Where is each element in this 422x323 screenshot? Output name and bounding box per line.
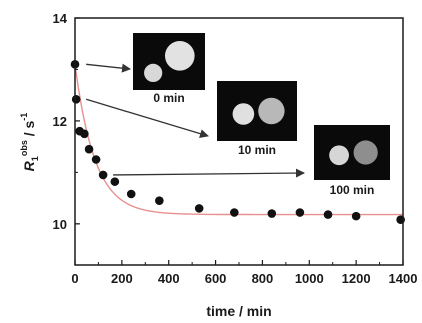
- data-point: [126, 189, 136, 199]
- y-axis-unit: / s: [21, 120, 37, 140]
- y-tick-label: 10: [53, 217, 67, 232]
- sample-tube-right: [258, 97, 285, 125]
- x-tick-label: 800: [252, 271, 274, 286]
- x-tick-label: 1000: [295, 271, 324, 286]
- data-point: [351, 211, 361, 221]
- inset-mri-image: 0 min: [133, 33, 205, 105]
- data-point: [98, 170, 108, 180]
- x-axis-title: time / min: [206, 303, 271, 319]
- data-point: [155, 196, 164, 205]
- data-point: [80, 129, 89, 139]
- inset-arrow: [86, 63, 131, 73]
- x-ticks: 0 200 400 600 800 1000 1200 1400: [71, 260, 417, 286]
- data-points: [70, 60, 405, 225]
- y-axis-superscript: obs: [19, 140, 29, 156]
- inset-mri-image: 10 min: [217, 81, 297, 157]
- inset-time-label: 100 min: [330, 183, 375, 197]
- x-tick-label: 200: [111, 271, 133, 286]
- sample-tube-left: [232, 103, 255, 125]
- data-point: [71, 95, 81, 104]
- inset-mri-image: 100 min: [314, 125, 390, 197]
- x-tick-label: 1200: [342, 271, 371, 286]
- sample-tube-right: [164, 40, 195, 71]
- data-point: [295, 208, 305, 217]
- inset-background: [314, 125, 390, 180]
- data-point: [91, 155, 101, 164]
- svg-text:R1obs / s-1: R1obs / s-1: [19, 113, 40, 172]
- sample-tube-right: [353, 140, 378, 165]
- x-tick-label: 600: [205, 271, 227, 286]
- inset-background: [217, 81, 297, 141]
- inset-time-label: 10 min: [238, 143, 276, 157]
- inset-time-label: 0 min: [153, 91, 184, 105]
- inset-images: 0 min 10 min 100 min: [133, 33, 390, 197]
- fit-curve-layer: [74, 64, 403, 216]
- inset-arrow: [113, 168, 305, 178]
- y-axis-title: R1obs / s-1: [19, 113, 40, 172]
- fit-curve: [74, 64, 403, 216]
- arrows-layer: [85, 63, 305, 178]
- y-axis-subscript: 1: [30, 156, 40, 161]
- axes: 0 200 400 600 800 1000 1200 1400 10 12 14: [53, 11, 418, 286]
- data-point: [230, 208, 239, 217]
- sample-tube-left: [144, 63, 163, 83]
- data-point: [110, 177, 120, 186]
- y-tick-label: 14: [53, 11, 68, 26]
- inset-arrow: [85, 98, 209, 139]
- data-point: [323, 210, 333, 219]
- y-axis-symbol: R: [21, 160, 37, 171]
- y-tick-label: 12: [53, 114, 67, 129]
- data-point: [194, 204, 204, 213]
- x-tick-label: 0: [71, 271, 78, 286]
- y-ticks: 10 12 14: [53, 11, 80, 232]
- sample-tube-left: [329, 145, 349, 166]
- data-point: [84, 144, 94, 154]
- data-point: [267, 209, 277, 218]
- x-tick-label: 1400: [389, 271, 418, 286]
- x-tick-label: 400: [158, 271, 180, 286]
- y-axis-unit-superscript: -1: [19, 113, 29, 121]
